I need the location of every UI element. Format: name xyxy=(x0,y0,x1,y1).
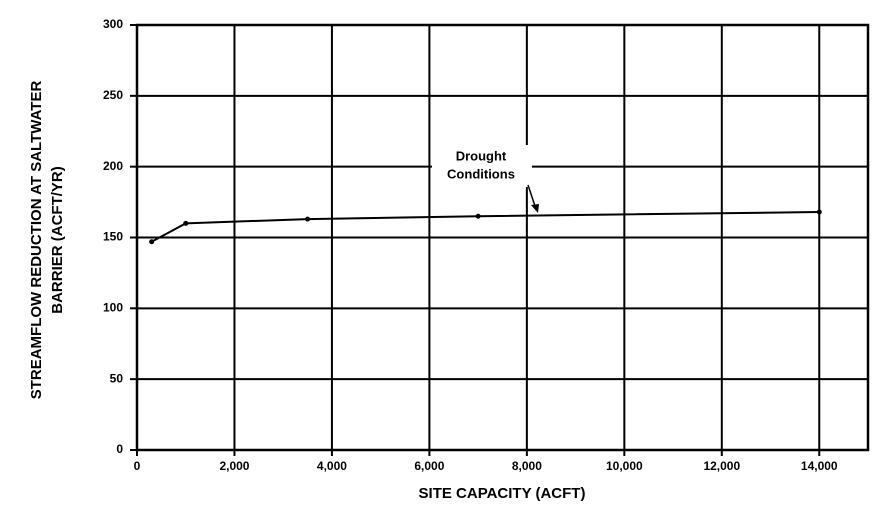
plot-frame xyxy=(135,23,870,452)
x-tick-label: 6,000 xyxy=(414,459,444,473)
data-point xyxy=(816,209,822,215)
x-tick-label: 0 xyxy=(134,459,141,473)
x-tick-label: 8,000 xyxy=(512,459,542,473)
x-tick-label: 14,000 xyxy=(801,459,838,473)
y-tick-label: 100 xyxy=(103,301,123,315)
y-tick-label: 300 xyxy=(103,17,123,31)
y-axis-label: BARRIER (ACFT/YR) xyxy=(49,166,66,314)
x-tick-label: 4,000 xyxy=(317,459,347,473)
x-axis-label: SITE CAPACITY (ACFT) xyxy=(419,485,586,502)
annotation: Drought xyxy=(456,148,507,163)
y-tick-label: 200 xyxy=(103,159,123,173)
x-tick-label: 12,000 xyxy=(703,459,740,473)
annotation: Conditions xyxy=(447,166,515,181)
y-tick-label: 0 xyxy=(116,442,123,456)
annotation-bg xyxy=(432,145,532,187)
data-point xyxy=(475,213,481,219)
y-tick-label: 150 xyxy=(103,230,123,244)
data-point xyxy=(305,216,311,222)
data-point xyxy=(149,239,155,245)
y-tick-label: 250 xyxy=(103,88,123,102)
data-point xyxy=(183,220,189,226)
arrow-head xyxy=(531,204,539,213)
y-axis-label: STREAMFLOW REDUCTION AT SALTWATER xyxy=(28,81,45,400)
y-tick-label: 50 xyxy=(110,371,124,385)
x-tick-label: 10,000 xyxy=(606,459,643,473)
x-tick-label: 2,000 xyxy=(219,459,249,473)
